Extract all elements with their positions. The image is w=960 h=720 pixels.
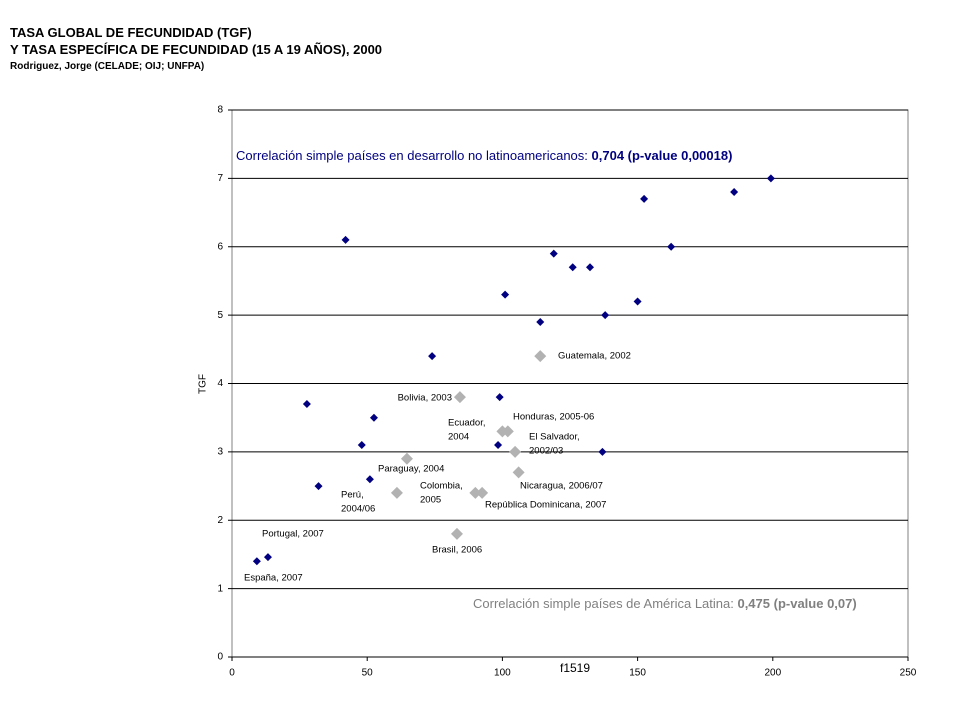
- x-tick-label: 150: [629, 668, 646, 679]
- x-tick-label: 0: [229, 668, 235, 679]
- chart-subtitle: Y TASA ESPECÍFICA DE FECUNDIDAD (15 A 19…: [10, 42, 382, 57]
- point-label: Bolivia, 2003: [398, 393, 452, 404]
- data-point: [633, 297, 642, 306]
- data-point: [534, 350, 547, 363]
- data-point: [302, 400, 311, 409]
- point-label: Perú,: [341, 490, 364, 501]
- data-point: [667, 242, 676, 251]
- point-label: 2005: [420, 495, 441, 506]
- point-label: El Salvador,: [529, 432, 580, 443]
- point-label: 2004/06: [341, 504, 375, 515]
- annotation: Correlación simple países de América Lat…: [473, 596, 857, 611]
- data-point: [390, 486, 403, 499]
- data-point: [369, 413, 378, 422]
- data-point: [730, 188, 739, 197]
- data-point: [469, 486, 482, 499]
- data-point: [549, 249, 558, 258]
- point-label: República Dominicana, 2007: [485, 500, 606, 511]
- data-point: [509, 445, 522, 458]
- data-point: [598, 447, 607, 456]
- data-point: [341, 235, 350, 244]
- point-label: Ecuador,: [448, 418, 486, 429]
- annotation-part: Correlación simple países en desarrollo …: [236, 148, 592, 163]
- data-point: [476, 486, 489, 499]
- point-label: Paraguay, 2004: [378, 464, 444, 475]
- annotation-part: Correlación simple países de América Lat…: [473, 596, 737, 611]
- chart-title: TASA GLOBAL DE FECUNDIDAD (TGF): [10, 25, 252, 40]
- point-label: Brasil, 2006: [432, 545, 482, 556]
- y-axis-label: TGF: [198, 374, 209, 394]
- point-label: Portugal, 2007: [262, 529, 324, 540]
- data-point: [495, 393, 504, 402]
- y-tick-label: 8: [217, 105, 223, 116]
- data-point: [494, 441, 503, 450]
- y-tick-label: 0: [217, 652, 223, 663]
- x-tick-label: 200: [764, 668, 781, 679]
- data-point: [357, 441, 366, 450]
- data-point: [400, 452, 413, 465]
- chart-source: Rodriguez, Jorge (CELADE; OIJ; UNFPA): [10, 61, 204, 72]
- y-tick-label: 6: [217, 241, 223, 252]
- data-point: [501, 290, 510, 299]
- data-point: [428, 352, 437, 361]
- annotation-part: 0,704 (p-value 0,00018): [592, 148, 733, 163]
- point-label: España, 2007: [244, 573, 303, 584]
- y-tick-label: 1: [217, 583, 223, 594]
- x-tick-label: 50: [362, 668, 374, 679]
- x-axis-label: f1519: [560, 661, 590, 675]
- point-label: 2004: [448, 432, 469, 443]
- point-label: Nicaragua, 2006/07: [520, 481, 603, 492]
- point-label: Honduras, 2005-06: [513, 412, 594, 423]
- x-tick-label: 100: [494, 668, 511, 679]
- point-label: 2002/03: [529, 446, 563, 457]
- data-point: [512, 466, 525, 479]
- data-point: [536, 317, 545, 326]
- data-point: [365, 475, 374, 484]
- y-tick-label: 2: [217, 515, 223, 526]
- annotation: Correlación simple países en desarrollo …: [236, 148, 732, 163]
- point-label: Guatemala, 2002: [558, 351, 631, 362]
- annotation-part: 0,475 (p-value 0,07): [737, 596, 856, 611]
- data-point: [586, 263, 595, 272]
- data-point: [314, 482, 323, 491]
- y-tick-label: 4: [217, 378, 223, 389]
- data-point: [453, 391, 466, 404]
- point-label: Colombia,: [420, 481, 463, 492]
- data-point: [766, 174, 775, 183]
- y-tick-label: 3: [217, 447, 223, 458]
- y-tick-label: 7: [217, 173, 223, 184]
- data-point: [640, 194, 649, 203]
- y-tick-label: 5: [217, 310, 223, 321]
- data-point: [601, 311, 610, 320]
- data-point: [450, 527, 463, 540]
- data-point: [501, 425, 514, 438]
- x-tick-label: 250: [900, 668, 917, 679]
- data-point: [252, 557, 261, 566]
- data-point: [568, 263, 577, 272]
- data-point: [263, 553, 272, 562]
